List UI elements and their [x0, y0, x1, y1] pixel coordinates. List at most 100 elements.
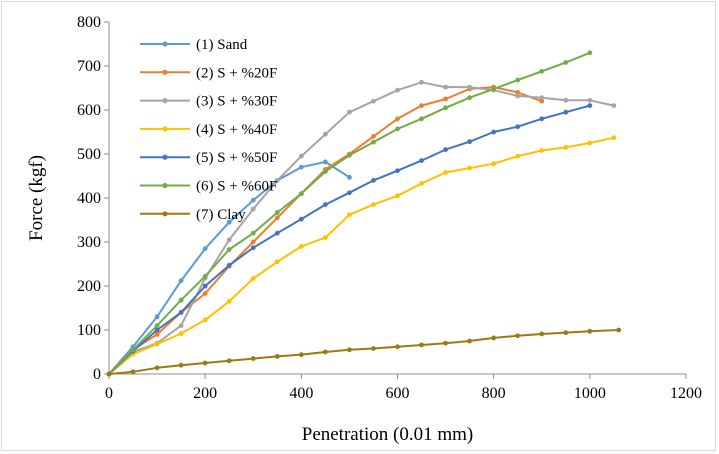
data-point: [443, 340, 448, 346]
data-point: [395, 193, 400, 199]
data-point: [539, 68, 545, 74]
data-point: [347, 174, 352, 180]
x-tick-label: 800: [482, 385, 506, 402]
data-point: [419, 103, 424, 108]
data-point: [274, 178, 280, 183]
data-point: [467, 139, 473, 145]
data-point: [154, 327, 160, 333]
data-point: [587, 50, 593, 56]
data-point: [298, 191, 304, 197]
legend-item: (4) S + %40F: [140, 122, 277, 138]
data-point: [611, 135, 617, 141]
data-point: [154, 314, 160, 320]
legend-label: (1) Sand: [196, 37, 248, 53]
data-point: [250, 239, 256, 245]
data-point: [563, 109, 569, 115]
data-point: [515, 77, 521, 83]
data-point: [178, 310, 184, 315]
data-point: [587, 140, 593, 146]
y-tick-label: 500: [77, 146, 101, 163]
data-point: [226, 299, 232, 304]
data-point: [539, 116, 545, 122]
data-point: [443, 147, 448, 153]
data-point: [274, 215, 280, 221]
data-point: [202, 317, 208, 323]
x-tick-label: 600: [386, 385, 410, 402]
data-point: [250, 356, 256, 361]
data-point: [371, 134, 376, 139]
data-point: [443, 170, 448, 175]
data-point: [154, 323, 160, 328]
legend-label: (4) S + %40F: [196, 122, 277, 138]
data-point: [226, 358, 232, 364]
data-point: [154, 365, 160, 371]
data-point: [347, 190, 352, 196]
legend-swatch-marker: [162, 126, 168, 132]
data-point: [587, 103, 593, 108]
data-point: [371, 178, 376, 183]
data-point: [274, 259, 280, 265]
data-point: [130, 369, 136, 375]
data-point: [611, 103, 617, 108]
data-point: [491, 86, 497, 92]
data-point: [106, 371, 112, 377]
data-point: [563, 97, 569, 103]
data-point: [563, 145, 569, 150]
data-point: [322, 202, 328, 208]
data-point: [539, 148, 545, 153]
data-point: [491, 161, 497, 167]
data-point: [178, 297, 184, 303]
data-point: [515, 153, 521, 159]
legend-swatch-marker: [162, 98, 168, 104]
data-point: [563, 60, 569, 65]
y-axis-label: Force (kgf): [26, 155, 47, 241]
legend-label: (3) S + %30F: [196, 94, 277, 110]
data-point: [539, 331, 545, 337]
legend-label: (5) S + %50F: [196, 150, 277, 166]
data-point: [298, 216, 304, 222]
data-point: [443, 84, 448, 90]
data-point: [298, 164, 304, 170]
data-point: [515, 124, 521, 130]
data-point: [274, 354, 280, 359]
legend-swatch-marker: [162, 41, 168, 47]
data-point: [178, 323, 184, 328]
data-point: [298, 244, 304, 249]
data-point: [371, 139, 376, 145]
legend-label: (6) S + %60F: [196, 179, 277, 195]
data-point: [467, 95, 473, 101]
legend: (1) Sand (2) S + %20F (3) S + %30F (4) S + …: [140, 37, 277, 223]
data-point: [491, 129, 497, 135]
data-point: [226, 262, 232, 268]
data-point: [616, 327, 622, 333]
data-point: [130, 347, 136, 353]
data-point: [563, 330, 569, 336]
data-point: [395, 116, 400, 122]
series-line: [108, 329, 619, 375]
series-6: [106, 50, 593, 377]
series-7: [106, 327, 622, 377]
y-tick-label: 0: [93, 366, 101, 383]
data-point: [347, 109, 352, 115]
y-tick-label: 300: [77, 234, 101, 251]
data-point: [202, 273, 208, 279]
data-point: [539, 98, 545, 104]
x-tick-label: 0: [105, 385, 113, 402]
data-point: [515, 93, 521, 99]
data-point: [202, 246, 208, 252]
data-point: [322, 169, 328, 175]
data-point: [274, 210, 280, 215]
legend-swatch-marker: [162, 211, 168, 217]
legend-item: (7) Clay: [140, 207, 246, 223]
data-point: [202, 283, 208, 289]
data-point: [515, 333, 521, 339]
data-point: [371, 202, 376, 208]
data-point: [298, 352, 304, 358]
legend-swatch-marker: [162, 182, 168, 189]
data-point: [419, 181, 424, 186]
data-point: [491, 335, 497, 341]
data-point: [515, 90, 521, 95]
data-point: [419, 342, 424, 348]
